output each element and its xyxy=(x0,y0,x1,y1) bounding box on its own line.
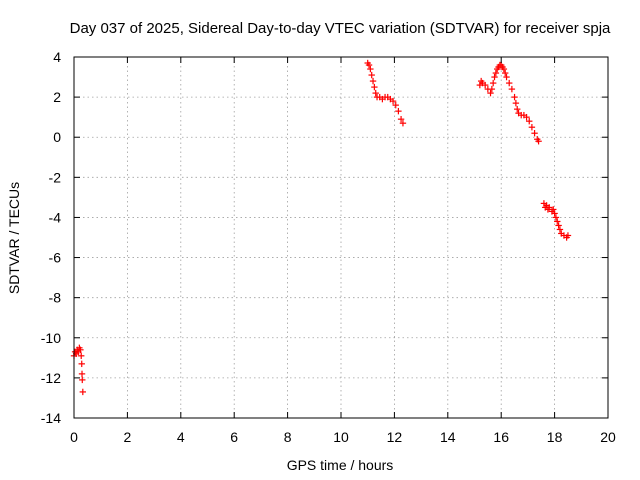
data-point xyxy=(78,352,85,360)
data-point xyxy=(77,346,84,354)
data-point xyxy=(550,206,557,213)
data-point xyxy=(535,138,542,145)
tick-marks xyxy=(73,56,609,419)
data-point xyxy=(395,107,402,115)
y-tick-label: 0 xyxy=(53,129,61,145)
data-point xyxy=(514,105,521,113)
x-tick-labels: 0 2 4 6 8 10 12 14 16 18 20 xyxy=(70,429,616,445)
data-point xyxy=(523,113,530,121)
data-point xyxy=(79,376,86,384)
data-point xyxy=(508,85,516,93)
x-tick-label: 8 xyxy=(284,429,292,445)
y-tick-label: -4 xyxy=(49,209,62,225)
x-tick-label: 2 xyxy=(124,429,132,445)
data-point xyxy=(556,226,564,233)
y-tick-label: 2 xyxy=(53,89,61,105)
y-tick-label: -6 xyxy=(49,250,62,266)
data-point xyxy=(487,89,494,97)
x-tick-label: 14 xyxy=(440,429,456,445)
data-point xyxy=(365,61,373,69)
data-point xyxy=(506,79,513,87)
data-point xyxy=(389,97,397,105)
data-point xyxy=(526,117,533,125)
data-point xyxy=(489,79,497,87)
data-point xyxy=(369,77,377,85)
data-point xyxy=(511,93,518,101)
x-tick-label: 4 xyxy=(177,429,185,445)
chart-title: Day 037 of 2025, Sidereal Day-to-day VTE… xyxy=(70,20,611,37)
data-points xyxy=(70,59,572,396)
y-tick-label: -10 xyxy=(41,330,61,346)
data-point xyxy=(546,204,553,211)
data-point xyxy=(78,360,85,368)
y-tick-labels: 4 2 0 -2 -4 -6 -8 -10 -12 -14 xyxy=(41,49,61,426)
data-point xyxy=(531,130,538,137)
data-point xyxy=(492,69,500,77)
data-point xyxy=(551,210,558,217)
data-point xyxy=(488,85,496,93)
data-point xyxy=(502,69,509,77)
data-point xyxy=(528,123,536,131)
data-point xyxy=(503,73,510,81)
data-point xyxy=(564,232,572,239)
y-tick-label: 4 xyxy=(53,49,61,65)
grid-lines xyxy=(74,57,608,418)
x-tick-label: 10 xyxy=(333,429,349,445)
x-tick-label: 20 xyxy=(600,429,616,445)
x-tick-label: 18 xyxy=(547,429,563,445)
x-tick-label: 6 xyxy=(230,429,238,445)
data-point xyxy=(554,218,561,225)
x-tick-label: 0 xyxy=(70,429,78,445)
y-tick-label: -8 xyxy=(49,290,62,306)
data-point xyxy=(372,89,379,97)
data-point xyxy=(78,370,86,378)
y-axis-label: SDTVAR / TECUs xyxy=(6,182,22,294)
data-point xyxy=(555,222,562,229)
y-tick-label: -2 xyxy=(49,169,62,185)
data-point xyxy=(367,65,374,73)
data-point xyxy=(481,81,489,89)
data-point xyxy=(491,73,498,81)
data-point xyxy=(552,214,560,221)
data-point xyxy=(399,119,407,127)
data-point xyxy=(371,83,378,91)
data-point xyxy=(500,65,508,73)
y-tick-label: -14 xyxy=(41,410,61,426)
x-tick-label: 16 xyxy=(493,429,509,445)
data-point xyxy=(512,99,520,107)
data-point xyxy=(368,71,375,79)
y-tick-label: -12 xyxy=(41,370,61,386)
x-tick-label: 12 xyxy=(387,429,403,445)
x-axis-label: GPS time / hours xyxy=(287,457,394,473)
data-point xyxy=(392,101,399,109)
data-point xyxy=(79,388,87,396)
data-point xyxy=(397,115,405,123)
